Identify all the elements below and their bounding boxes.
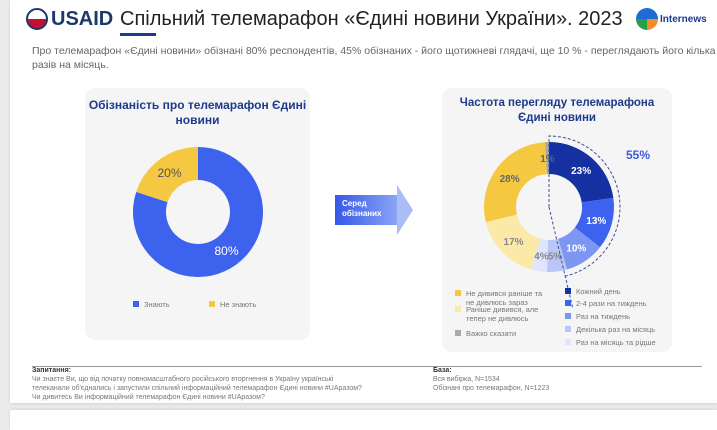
legend-swatch <box>455 330 461 336</box>
legend-label: Не дивився раніше та не дивлюсь зараз <box>466 289 543 307</box>
base-info: База: Вся вибірка, N=1534 Обізнані про т… <box>433 366 549 393</box>
donut-slice <box>546 238 567 272</box>
data-label: 10% <box>566 244 586 255</box>
legend-item: Раз на місяць та рідше <box>565 338 656 347</box>
legend-item: Знають <box>133 300 170 309</box>
legend-item: 2-4 рази на тиждень <box>565 299 647 308</box>
arrow-label: Серед обізнаних <box>342 199 382 218</box>
legend-swatch <box>565 313 571 319</box>
legend-label: Не знають <box>220 300 257 309</box>
usaid-wordmark: USAID <box>51 8 114 30</box>
internews-globe-icon <box>636 8 658 30</box>
internews-logo: Internews <box>636 8 707 30</box>
legend-item: Раніше дивився, але тепер не дивлюсь <box>455 305 551 323</box>
legend-label: Кожний день <box>576 287 621 296</box>
data-label: 23% <box>571 166 591 177</box>
legend-label: Важко сказати <box>466 329 517 338</box>
donut-slice <box>544 142 549 175</box>
legend-swatch <box>455 306 461 312</box>
legend-item: Не дивився раніше та не дивлюсь зараз <box>455 289 551 307</box>
legend-label: 2-4 рази на тиждень <box>576 299 647 308</box>
legend-swatch <box>565 339 571 345</box>
frequency-card: Частота перегляду телемарафона Єдині нов… <box>442 88 672 352</box>
data-label: 28% <box>500 174 520 185</box>
usaid-logo: USAID <box>26 8 113 30</box>
legend-swatch <box>209 301 215 307</box>
legend-swatch <box>565 300 571 306</box>
legend-swatch <box>565 326 571 332</box>
legend-swatch <box>133 301 139 307</box>
page-title: Спільний телемарафон «Єдині новини Украї… <box>120 8 623 30</box>
legend-swatch <box>565 288 571 294</box>
data-label: 20% <box>157 166 181 180</box>
base-text: Обізнані про телемарафон, N=1223 <box>433 385 550 392</box>
data-label: 17% <box>504 237 524 248</box>
chart-title: Обізнаність про телемарафон Єдині новини <box>88 98 307 127</box>
donut-slice <box>484 142 547 223</box>
intro-text: Про телемарафон «Єдині новини» обізнані … <box>32 45 716 71</box>
base-label: База: <box>433 367 452 374</box>
divider <box>32 366 702 367</box>
donut-slice <box>558 227 600 270</box>
data-label: 80% <box>214 244 238 258</box>
legend-swatch <box>455 290 461 296</box>
question-text: телеканали об'єднались і запустили спіль… <box>32 385 362 392</box>
awareness-donut: 80% 20% <box>132 147 263 277</box>
legend-item: Важко сказати <box>455 329 551 338</box>
legend-label: Декілька раз на місяць <box>576 325 656 334</box>
donut-slice <box>485 214 540 270</box>
donut-slice <box>531 238 548 272</box>
question-text: Чи дивитесь Ви інформаційний телемарафон… <box>32 394 265 401</box>
legend-item: Раз на тиждень <box>565 312 630 321</box>
questions: Запитання: Чи знаєте Ви, що від початку … <box>32 366 362 402</box>
donut-slice <box>136 147 198 203</box>
legend-label: Знають <box>144 300 170 309</box>
data-label: 5% <box>548 252 563 263</box>
legend-label: Раз на тиждень <box>576 312 630 321</box>
base-text: Вся вибірка, N=1534 <box>433 376 500 383</box>
donut-slice <box>132 147 263 277</box>
legend-label: Раніше дивився, але тепер не дивлюсь <box>466 305 539 323</box>
internews-wordmark: Internews <box>660 13 707 25</box>
legend-item: Декілька раз на місяць <box>565 325 655 334</box>
usaid-seal-icon <box>26 8 48 30</box>
chart-title: Частота перегляду телемарафона Єдині нов… <box>459 97 655 124</box>
data-label: 4% <box>534 251 549 262</box>
legend-label: Раз на місяць та рідше <box>576 338 656 347</box>
donut-slice <box>574 197 614 248</box>
awareness-card: Обізнаність про телемарафон Єдині новини <box>85 88 310 340</box>
among-aware-arrow: Серед обізнаних <box>335 185 415 235</box>
data-label: 1% <box>540 154 555 165</box>
questions-label: Запитання: <box>32 367 72 374</box>
weekly-share-label: 55% <box>626 148 651 162</box>
donut-slice <box>549 142 614 203</box>
legend-item: Кожний день <box>565 287 621 296</box>
frequency-donut: 23% 13% 10%5%4% 17% 28% 1% <box>484 135 621 310</box>
legend-item: Не знають <box>209 300 256 309</box>
title-underline <box>120 33 156 36</box>
question-text: Чи знаєте Ви, що від початку повномасшта… <box>32 376 334 383</box>
data-label: 13% <box>586 216 606 227</box>
